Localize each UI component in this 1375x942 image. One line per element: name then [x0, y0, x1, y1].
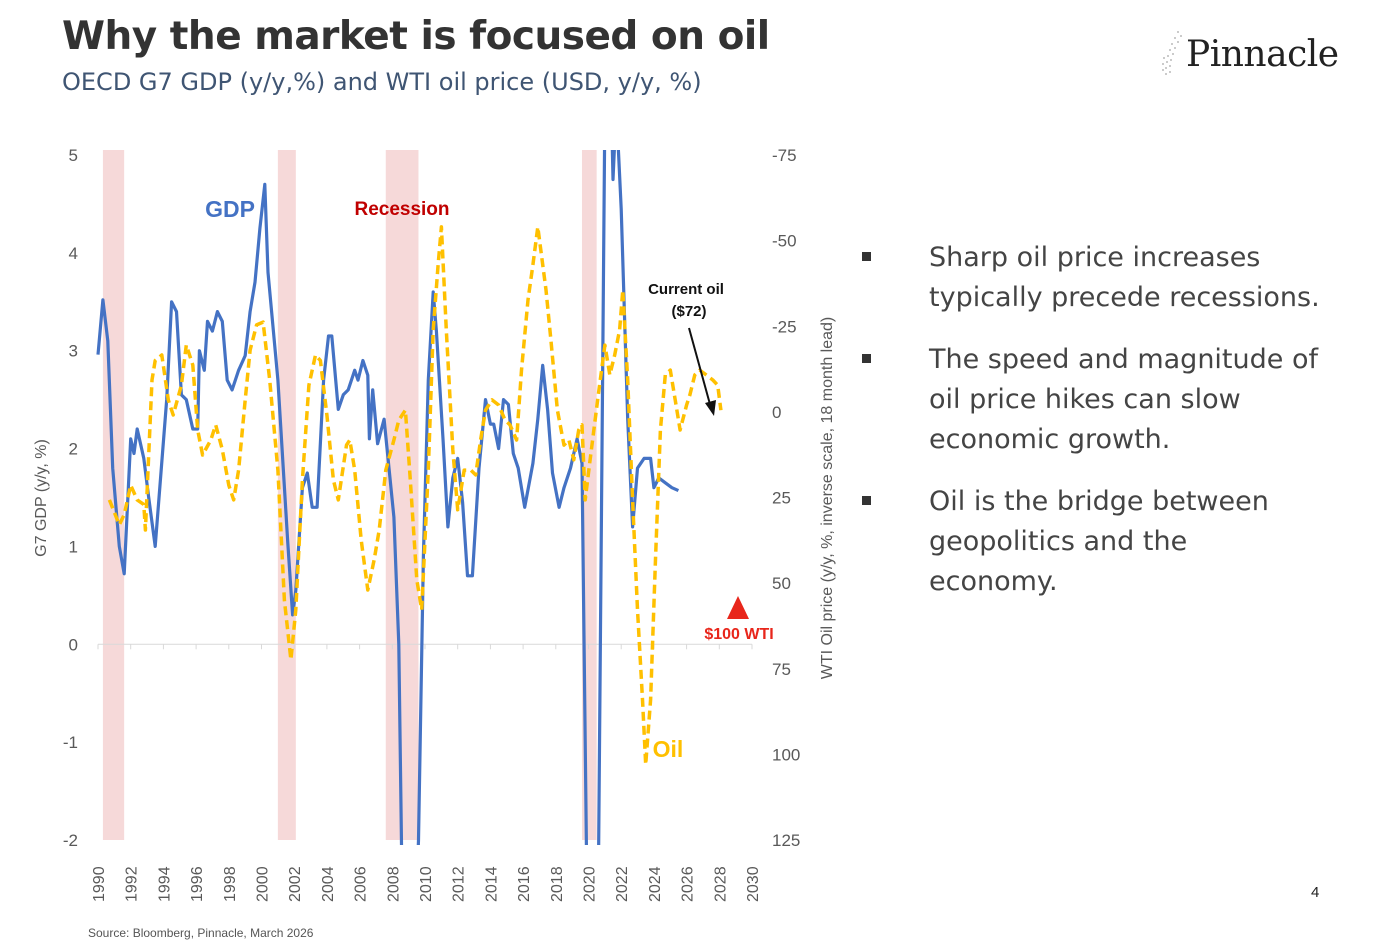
- left-y-tick-label: -1: [63, 733, 78, 752]
- left-axis-title: G7 GDP (y/y, %): [33, 439, 50, 557]
- bullet-item: Sharp oil price increases typically prec…: [862, 238, 1322, 318]
- page-number: 4: [1311, 884, 1320, 901]
- gdp-series-line: [96, 150, 680, 845]
- right-y-tick-label: 50: [772, 574, 791, 593]
- left-y-tick-label: 5: [69, 146, 78, 165]
- x-tick-label: 2020: [582, 866, 599, 902]
- right-y-tick-label: 0: [772, 403, 781, 422]
- left-y-tick-label: 4: [69, 244, 78, 263]
- x-tick-label: 2026: [680, 866, 697, 902]
- right-y-tick-label: 100: [772, 745, 800, 764]
- right-y-tick-label: -50: [772, 232, 797, 251]
- x-tick-label: 2014: [483, 866, 500, 902]
- current-oil-price: ($72): [671, 303, 706, 320]
- recession-label: Recession: [354, 199, 449, 220]
- left-y-tick-label: -2: [63, 831, 78, 850]
- right-y-tick-label: -75: [772, 146, 797, 165]
- left-y-tick-label: 1: [69, 537, 78, 556]
- x-tick-label: 1992: [124, 866, 141, 902]
- bullet-square-icon: [862, 252, 871, 261]
- x-tick-label: 2004: [320, 866, 337, 902]
- bullet-text: Oil is the bridge between geopolitics an…: [929, 486, 1269, 597]
- oil-series-label: Oil: [653, 736, 684, 762]
- bullet-square-icon: [862, 496, 871, 505]
- left-y-tick-label: 3: [69, 342, 78, 361]
- x-tick-label: 2022: [614, 866, 631, 902]
- left-y-tick-label: 2: [69, 440, 78, 459]
- x-tick-label: 2006: [353, 866, 370, 902]
- x-tick-label: 2024: [647, 866, 664, 902]
- bullet-square-icon: [862, 354, 871, 363]
- key-points-list: Sharp oil price increases typically prec…: [862, 238, 1322, 624]
- gdp-series-label: GDP: [205, 196, 255, 222]
- x-tick-label: 2008: [385, 866, 402, 902]
- x-tick-label: 2010: [418, 866, 435, 902]
- slide-title: Why the market is focused on oil: [62, 14, 770, 59]
- x-tick-label: 2018: [549, 866, 566, 902]
- x-tick-label: 1990: [91, 866, 108, 902]
- x-tick-label: 2016: [516, 866, 533, 902]
- bullet-text: The speed and magnitude of oil price hik…: [929, 344, 1318, 455]
- oil-series-line: [107, 225, 723, 767]
- wti-100-label: $100 WTI: [704, 626, 773, 643]
- right-y-tick-label: 75: [772, 660, 791, 679]
- x-tick-label: 2012: [451, 866, 468, 902]
- current-oil-label: Current oil: [648, 281, 724, 298]
- bullet-item: Oil is the bridge between geopolitics an…: [862, 482, 1322, 602]
- x-tick-label: 2000: [255, 866, 272, 902]
- x-tick-label: 2028: [712, 866, 729, 902]
- logo-mark-icon: [1162, 31, 1182, 75]
- x-tick-label: 2002: [287, 866, 304, 902]
- bullet-item: The speed and magnitude of oil price hik…: [862, 340, 1322, 460]
- x-tick-label: 2030: [745, 866, 762, 902]
- right-y-tick-label: 25: [772, 489, 791, 508]
- x-tick-label: 1998: [222, 866, 239, 902]
- slide-subtitle: OECD G7 GDP (y/y,%) and WTI oil price (U…: [62, 68, 702, 96]
- x-tick-label: 1994: [156, 866, 173, 902]
- current-oil-arrow-icon: [688, 327, 716, 416]
- right-y-tick-label: -25: [772, 317, 797, 336]
- right-axis-title: WTI Oil price (y/y, %, inverse scale, 18…: [819, 317, 836, 679]
- x-tick-label: 1996: [189, 866, 206, 902]
- logo-text: Pinnacle: [1186, 33, 1339, 75]
- source-note: Source: Bloomberg, Pinnacle, March 2026: [88, 926, 314, 940]
- right-y-tick-label: 125: [772, 831, 800, 850]
- bullet-text: Sharp oil price increases typically prec…: [929, 242, 1320, 313]
- pinnacle-logo: Pinnacle: [1158, 26, 1339, 82]
- recession-band: [277, 150, 296, 840]
- wti-100-marker-icon: [727, 596, 749, 619]
- gdp-oil-chart: 1990 1992 1994 1996 1998 2000 2002 2004 2006 2008…: [33, 146, 836, 902]
- left-y-tick-label: 0: [69, 635, 78, 654]
